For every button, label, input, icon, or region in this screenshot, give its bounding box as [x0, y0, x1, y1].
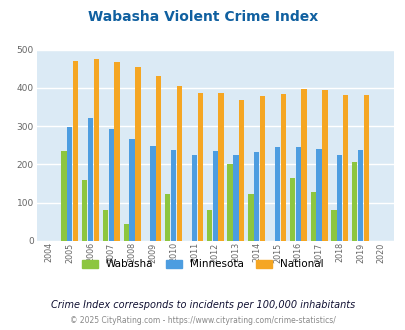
Text: Wabasha Violent Crime Index: Wabasha Violent Crime Index	[87, 10, 318, 24]
Bar	[301, 89, 306, 241]
Bar	[357, 150, 362, 241]
Bar	[315, 149, 321, 241]
Bar	[274, 148, 279, 241]
Bar	[254, 152, 259, 241]
Bar	[322, 90, 327, 241]
Bar	[171, 150, 176, 241]
Legend: Wabasha, Minnesota, National: Wabasha, Minnesota, National	[78, 255, 327, 274]
Bar	[342, 95, 347, 241]
Bar	[363, 95, 368, 241]
Bar	[129, 140, 134, 241]
Bar	[310, 192, 315, 241]
Bar	[102, 210, 108, 241]
Bar	[218, 93, 223, 241]
Bar	[73, 61, 78, 241]
Bar	[94, 59, 99, 241]
Bar	[197, 93, 202, 241]
Bar	[233, 155, 238, 241]
Bar	[351, 162, 356, 241]
Bar	[289, 178, 294, 241]
Bar	[67, 127, 72, 241]
Bar	[295, 148, 300, 241]
Bar	[114, 62, 119, 241]
Text: © 2025 CityRating.com - https://www.cityrating.com/crime-statistics/: © 2025 CityRating.com - https://www.city…	[70, 316, 335, 325]
Bar	[227, 164, 232, 241]
Bar	[247, 194, 253, 241]
Bar	[165, 194, 170, 241]
Bar	[239, 100, 244, 241]
Bar	[206, 210, 211, 241]
Bar	[150, 146, 155, 241]
Bar	[336, 155, 342, 241]
Text: Crime Index corresponds to incidents per 100,000 inhabitants: Crime Index corresponds to incidents per…	[51, 300, 354, 310]
Bar	[87, 118, 93, 241]
Bar	[123, 224, 129, 241]
Bar	[135, 67, 140, 241]
Bar	[191, 155, 196, 241]
Bar	[109, 129, 114, 241]
Bar	[212, 151, 217, 241]
Bar	[176, 86, 182, 241]
Bar	[61, 151, 66, 241]
Bar	[259, 96, 264, 241]
Bar	[82, 181, 87, 241]
Bar	[330, 210, 336, 241]
Bar	[156, 76, 161, 241]
Bar	[280, 94, 285, 241]
